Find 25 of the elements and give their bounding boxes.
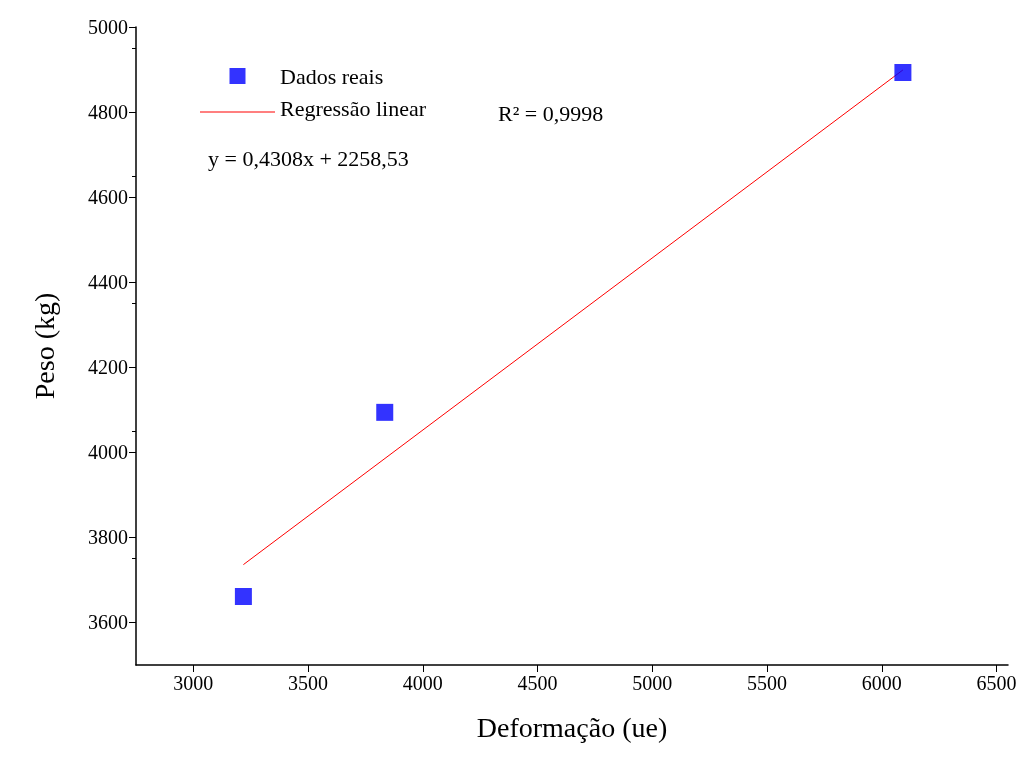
y-tick-label: 4800 xyxy=(88,101,128,124)
y-tick-label: 3600 xyxy=(88,611,128,634)
y-tick-label: 4400 xyxy=(88,271,128,294)
y-tick-label: 4200 xyxy=(88,356,128,379)
annotation: R² = 0,9998 xyxy=(498,100,604,126)
x-tick-label: 6000 xyxy=(861,672,902,694)
y-tick-label: 4000 xyxy=(88,441,128,464)
x-tick-label: 6500 xyxy=(976,672,1017,694)
x-tick-label: 5000 xyxy=(632,672,673,694)
x-tick-label: 3500 xyxy=(288,672,329,694)
y-axis-title: Peso (kg) xyxy=(28,292,60,400)
point xyxy=(234,588,252,606)
x-tick-label: 5500 xyxy=(747,672,788,694)
point xyxy=(894,64,912,82)
x-tick-label: 3000 xyxy=(173,672,214,694)
x-tick-label: 4500 xyxy=(517,672,558,694)
x-axis-title: Deformação (ue) xyxy=(476,711,668,743)
annotation: y = 0,4308x + 2258,53 xyxy=(208,145,409,171)
point xyxy=(376,403,394,421)
legend-label: Regressão linear xyxy=(280,95,427,121)
y-tick-label: 5000 xyxy=(88,16,128,38)
x-tick-label: 4000 xyxy=(402,672,443,694)
y-tick-label: 3800 xyxy=(88,526,128,549)
y-tick-label: 4600 xyxy=(88,186,128,209)
legend-label: Dados reais xyxy=(280,63,384,89)
